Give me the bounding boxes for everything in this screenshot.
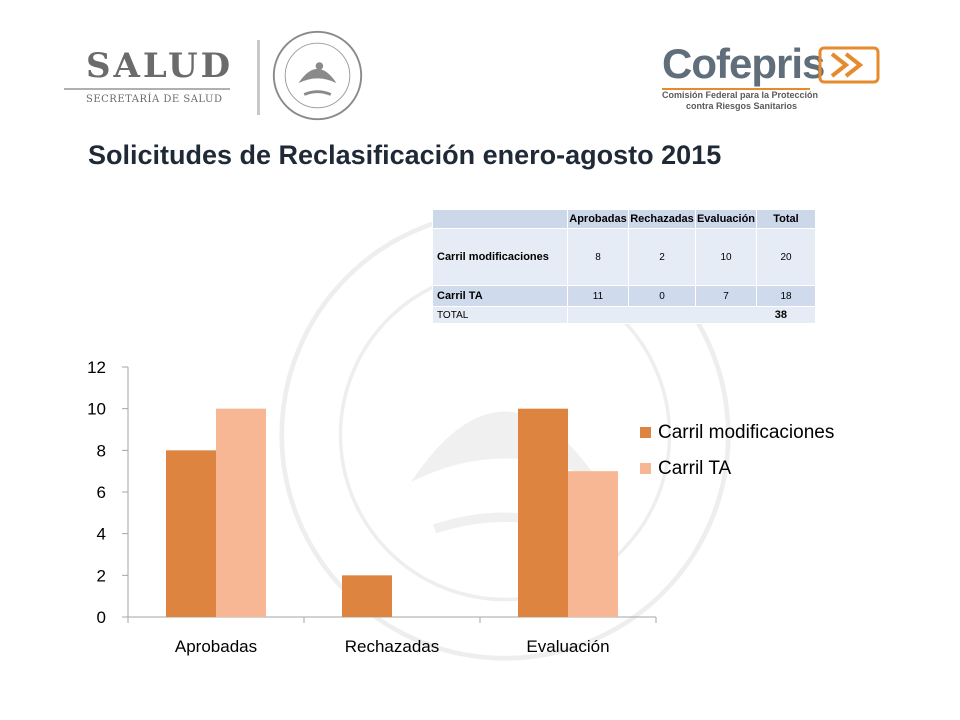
table-total-value: 38 (567, 306, 816, 324)
table-row-label: Carril TA (432, 285, 568, 307)
bar-series2 (216, 408, 266, 617)
table-cell: 7 (695, 285, 757, 307)
y-tick-label: 8 (97, 441, 106, 460)
table-header-cell: Aprobadas (567, 209, 629, 229)
cofepris-logo-rest: ofepris (691, 40, 825, 87)
legend-swatch-series2 (640, 463, 651, 474)
x-category-label: Aprobadas (175, 637, 257, 656)
y-tick-label: 4 (97, 525, 106, 544)
cofepris-logo-text: Cofepris (662, 40, 825, 88)
x-category-label: Evaluación (526, 637, 609, 656)
table-header-cell: Total (756, 209, 816, 229)
mexico-seal-icon (272, 30, 363, 121)
y-tick-label: 6 (97, 483, 106, 502)
bar-series1 (518, 408, 568, 617)
y-tick-label: 12 (87, 358, 106, 377)
y-tick-label: 0 (97, 608, 106, 627)
legend-item-series1: Carril modificaciones (640, 420, 838, 446)
salud-logo: SALUD SECRETARÍA DE SALUD (64, 46, 234, 116)
chart-legend: Carril modificaciones Carril TA (640, 420, 838, 492)
legend-item-series2: Carril TA (640, 456, 838, 482)
legend-label: Carril TA (658, 458, 732, 479)
cofepris-subtitle-line1: Comisión Federal para la Protección (662, 90, 819, 100)
summary-table: Aprobadas Rechazadas Evaluación Total Ca… (432, 209, 816, 324)
table-row-label: Carril modificaciones (432, 228, 568, 286)
table-row: Carril modificaciones 8 2 10 20 (432, 228, 816, 286)
cofepris-subtitle-line2: contra Riesgos Sanitarios (686, 101, 798, 111)
bar-series2 (568, 471, 618, 617)
bar-series1 (342, 575, 392, 617)
salud-logo-line (64, 88, 230, 90)
cofepris-logo-bar (662, 88, 810, 90)
y-tick-label: 2 (97, 566, 106, 585)
cofepris-logo-subtitle: Comisión Federal para la Protección cont… (662, 90, 818, 112)
y-tick-label: 10 (87, 400, 106, 419)
header-divider (257, 40, 260, 115)
cofepris-logo-initial: C (662, 40, 692, 87)
table-cell: 2 (628, 228, 696, 286)
table-total-label: TOTAL (432, 306, 568, 324)
legend-swatch-series1 (640, 427, 651, 438)
legend-label: Carril modificaciones (658, 422, 835, 443)
table-header-row: Aprobadas Rechazadas Evaluación Total (432, 209, 816, 229)
table-corner-cell (432, 209, 568, 229)
table-header-cell: Rechazadas (628, 209, 696, 229)
table-cell: 20 (756, 228, 816, 286)
x-category-label: Rechazadas (345, 637, 440, 656)
slide-title: Solicitudes de Reclasificación enero-ago… (88, 140, 722, 170)
chevron-arrows-icon (818, 46, 880, 84)
table-cell: 0 (628, 285, 696, 307)
table-cell: 8 (567, 228, 629, 286)
cofepris-logo: Cofepris Comisión Federal para la Protec… (662, 40, 892, 130)
table-total-row: TOTAL 38 (432, 306, 816, 324)
bar-series1 (166, 450, 216, 617)
salud-logo-subtitle: SECRETARÍA DE SALUD (86, 94, 223, 105)
salud-logo-text: SALUD (86, 46, 234, 86)
